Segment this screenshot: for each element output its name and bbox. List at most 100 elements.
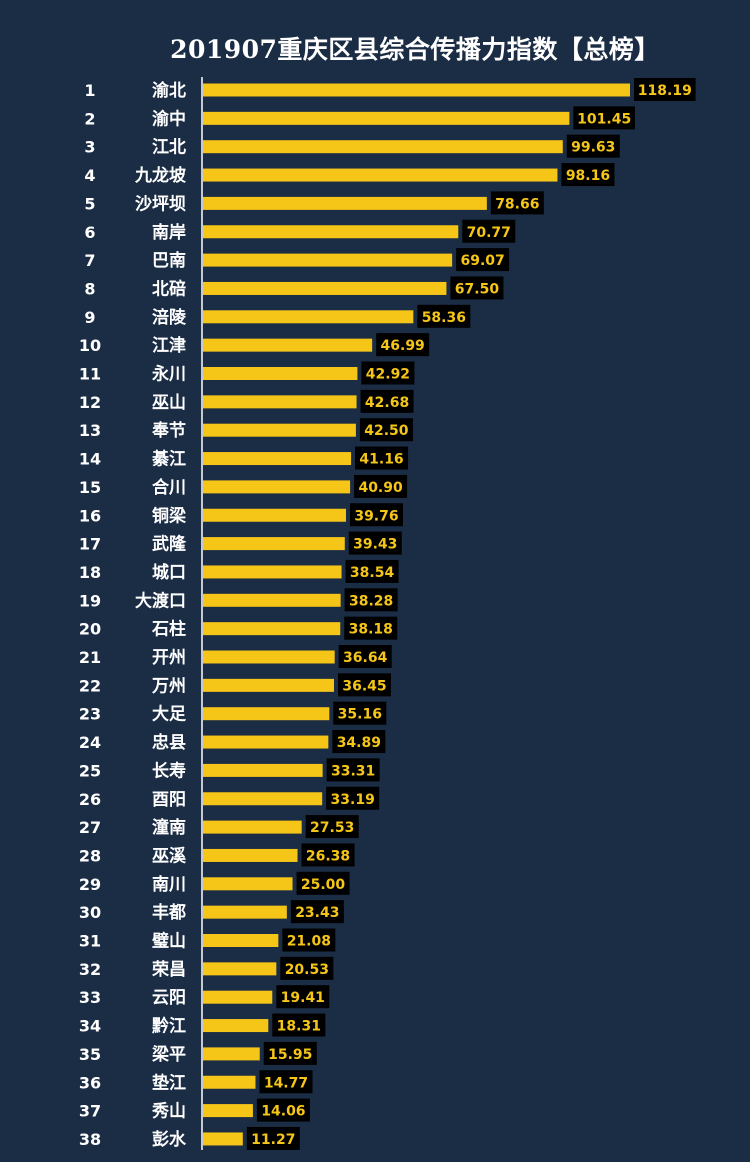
value-label-box — [462, 219, 516, 243]
bar — [203, 423, 356, 437]
bar — [203, 480, 351, 494]
category-label: 渝北 — [152, 80, 186, 101]
value-label-box — [360, 389, 414, 413]
category-label: 大足 — [152, 704, 186, 725]
value-label: 40.90 — [358, 480, 403, 496]
bar — [203, 565, 342, 579]
bar — [203, 934, 279, 947]
bar — [203, 763, 323, 777]
rank-label: 21 — [79, 648, 101, 667]
bar — [203, 253, 453, 267]
value-label: 19.41 — [281, 990, 325, 1006]
value-label-box — [326, 758, 380, 782]
rank-label: 3 — [84, 138, 95, 157]
bar — [203, 877, 293, 891]
value-label-box — [305, 815, 359, 839]
value-label: 15.95 — [268, 1047, 312, 1063]
bar — [203, 367, 358, 380]
category-label: 大渡口 — [135, 590, 186, 611]
value-label: 39.43 — [353, 537, 397, 553]
value-label-box — [376, 333, 430, 357]
category-label: 涪陵 — [152, 307, 187, 328]
rank-label: 34 — [79, 1017, 101, 1036]
bar — [203, 508, 346, 522]
value-label-box — [354, 474, 408, 498]
bar — [203, 111, 570, 125]
value-label: 41.16 — [359, 452, 403, 468]
category-label: 垫江 — [152, 1072, 186, 1093]
value-label-box — [490, 191, 544, 215]
value-label-box — [337, 673, 391, 697]
rank-label: 16 — [79, 506, 101, 525]
value-label: 42.92 — [366, 367, 410, 383]
bar — [203, 140, 563, 154]
value-label: 38.28 — [349, 593, 393, 609]
value-label-box — [344, 588, 398, 612]
bar — [203, 1104, 253, 1118]
bar — [203, 225, 459, 239]
bar — [203, 395, 357, 409]
rank-label: 32 — [79, 960, 101, 979]
value-label: 14.77 — [264, 1075, 308, 1091]
rank-label: 25 — [79, 761, 101, 780]
rank-label: 31 — [79, 932, 101, 951]
category-label: 万州 — [151, 676, 186, 696]
value-label-box — [282, 928, 336, 952]
value-label: 36.64 — [343, 650, 388, 666]
bar — [203, 820, 302, 834]
rank-label: 17 — [79, 535, 101, 554]
category-label: 潼南 — [152, 817, 186, 838]
rank-label: 33 — [79, 988, 101, 1007]
value-label-box — [361, 361, 415, 385]
category-label: 丰都 — [152, 902, 186, 923]
category-label: 铜梁 — [152, 505, 187, 526]
category-label: 永川 — [151, 364, 186, 385]
bar — [203, 735, 329, 749]
bar — [203, 622, 341, 636]
category-label: 长寿 — [152, 760, 186, 781]
value-label-box — [272, 1013, 326, 1037]
category-label: 酉阳 — [152, 790, 186, 810]
category-label: 开州 — [152, 648, 186, 668]
value-label-box — [332, 730, 386, 754]
value-label: 101.45 — [577, 111, 631, 127]
value-label-box — [349, 503, 403, 527]
rank-label: 23 — [79, 705, 101, 724]
value-label: 78.66 — [495, 196, 539, 212]
rank-label: 27 — [79, 818, 101, 837]
rank-label: 7 — [84, 251, 95, 270]
value-label-box — [345, 559, 399, 583]
bar — [203, 990, 273, 1004]
category-label: 九龙坡 — [134, 165, 186, 186]
rank-label: 9 — [84, 308, 95, 327]
rank-label: 28 — [79, 846, 101, 865]
bar — [203, 1132, 243, 1146]
bar — [203, 792, 323, 806]
rank-label: 22 — [79, 676, 101, 695]
bar — [203, 310, 414, 324]
value-label-box — [296, 871, 350, 895]
value-label: 42.68 — [365, 395, 409, 411]
category-label: 沙坪坝 — [135, 194, 186, 214]
rank-label: 10 — [79, 336, 101, 355]
category-label: 巴南 — [152, 250, 186, 271]
rank-label: 15 — [79, 478, 101, 497]
value-label-box — [338, 645, 392, 668]
bar — [203, 1019, 269, 1033]
value-label: 27.53 — [310, 820, 354, 836]
bar — [203, 593, 341, 607]
bar — [203, 281, 447, 295]
value-label: 39.76 — [354, 508, 398, 524]
category-label: 巫溪 — [152, 846, 187, 866]
category-label: 江津 — [152, 335, 186, 356]
rank-label: 11 — [79, 365, 101, 384]
bar — [203, 707, 330, 721]
value-label-box — [326, 786, 380, 810]
category-label: 城口 — [152, 563, 186, 583]
value-label-box — [259, 1070, 313, 1094]
rank-label: 19 — [79, 591, 101, 610]
value-label-box — [344, 616, 398, 640]
value-label: 67.50 — [455, 281, 500, 297]
rank-label: 36 — [79, 1073, 101, 1092]
value-label-box — [280, 956, 334, 980]
